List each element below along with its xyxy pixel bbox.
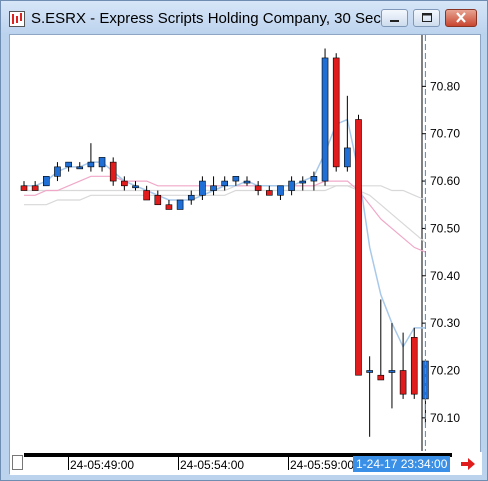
arrow-right-icon[interactable] bbox=[461, 458, 475, 470]
candle-body bbox=[154, 194, 162, 206]
x-tick-label: 24-05:54:00 bbox=[180, 458, 245, 472]
y-tick-label: 70.50 bbox=[430, 221, 460, 235]
time-track bbox=[24, 453, 452, 457]
x-tick-mark bbox=[288, 456, 289, 470]
candle-body bbox=[87, 161, 95, 168]
y-tick-label: 70.10 bbox=[430, 411, 460, 425]
candle-body bbox=[243, 180, 251, 184]
candle-body bbox=[388, 370, 396, 373]
candle-body bbox=[42, 176, 50, 187]
chart-area[interactable]: 70.80 70.70 70.60 70.50 70.40 70.30 70.20 70.10… bbox=[9, 34, 482, 475]
candle-body bbox=[399, 370, 407, 395]
time-cursor-label: 1-24-17 23:34:00 bbox=[353, 456, 451, 472]
candle-body bbox=[199, 180, 206, 196]
minimize-icon bbox=[390, 20, 399, 22]
candle-body bbox=[410, 337, 418, 395]
y-tick-label: 70.40 bbox=[430, 269, 460, 283]
y-tick-label: 70.20 bbox=[430, 363, 460, 377]
y-tick-label: 70.80 bbox=[430, 79, 460, 93]
candle-body bbox=[310, 176, 318, 182]
close-button[interactable] bbox=[445, 9, 477, 27]
candle-body bbox=[210, 185, 217, 191]
time-axis-bar[interactable]: 24-05:49:00 24-05:54:00 24-05:59:00 1-24… bbox=[10, 452, 482, 475]
candle-body bbox=[165, 204, 173, 210]
candle-body bbox=[143, 190, 150, 201]
x-tick-mark bbox=[178, 456, 179, 470]
minimize-button[interactable] bbox=[381, 9, 408, 27]
y-tick-label: 70.70 bbox=[430, 127, 460, 141]
candle-body bbox=[344, 147, 351, 168]
moving-average-line bbox=[24, 118, 426, 349]
candle-body bbox=[176, 199, 184, 210]
candle-body bbox=[366, 370, 373, 373]
candle-body bbox=[321, 57, 329, 182]
candle-body bbox=[332, 57, 340, 168]
time-scroll-thumb[interactable] bbox=[12, 455, 23, 470]
candle-body bbox=[288, 180, 295, 191]
candle-body bbox=[187, 194, 195, 201]
x-tick-label: 24-05:49:00 bbox=[70, 458, 135, 472]
candle-body bbox=[254, 185, 262, 191]
candle-body bbox=[232, 176, 240, 182]
candle-body bbox=[98, 157, 106, 168]
candle-body bbox=[76, 166, 84, 170]
x-tick-mark bbox=[68, 456, 69, 470]
price-chart[interactable]: 70.80 70.70 70.60 70.50 70.40 70.30 70.20 70.10 bbox=[10, 35, 480, 452]
candle-body bbox=[265, 190, 273, 196]
candle-body bbox=[20, 185, 28, 191]
maximize-button[interactable] bbox=[413, 9, 440, 27]
candle-body bbox=[277, 185, 284, 196]
candle-body bbox=[65, 161, 72, 168]
candle-body bbox=[109, 161, 117, 182]
maximize-icon bbox=[422, 13, 432, 22]
candle-body bbox=[54, 166, 61, 177]
candle-body bbox=[221, 180, 228, 187]
candle-body bbox=[377, 374, 385, 381]
y-tick-label: 70.60 bbox=[430, 174, 460, 188]
window-title: S.ESRX - Express Scripts Holding Company… bbox=[31, 10, 381, 27]
chart-app-icon bbox=[9, 11, 25, 27]
candle-body bbox=[121, 180, 128, 187]
title-bar[interactable]: S.ESRX - Express Scripts Holding Company… bbox=[1, 1, 487, 34]
candle-body bbox=[299, 180, 307, 184]
y-tick-label: 70.30 bbox=[430, 316, 460, 330]
x-tick-label: 24-05:59:00 bbox=[290, 458, 355, 472]
candle-body bbox=[355, 119, 362, 376]
close-icon bbox=[456, 12, 466, 23]
candle-body bbox=[31, 185, 39, 191]
candle-body bbox=[132, 185, 139, 189]
